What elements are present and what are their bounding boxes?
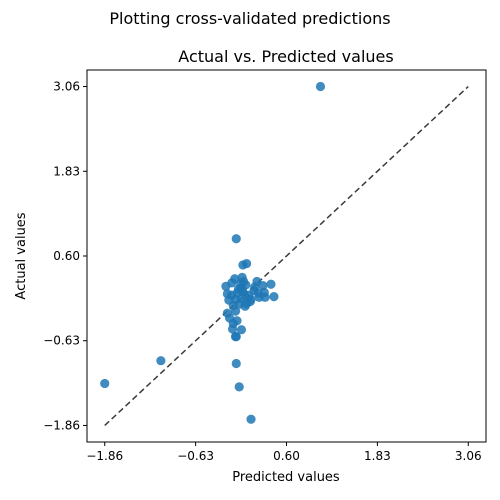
scatter-point xyxy=(156,356,166,366)
scatter-point xyxy=(231,234,241,244)
x-tick-label: 3.06 xyxy=(455,449,482,463)
x-tick-label: 1.83 xyxy=(364,449,391,463)
scatter-point xyxy=(238,260,248,270)
axis-ticks: −1.86 −0.63 0.60 1.83 3.06 −1.86 −0.63 0.60 1.83… xyxy=(43,80,481,463)
y-tick-label: −0.63 xyxy=(43,334,80,348)
x-axis-label: Predicted values xyxy=(232,470,340,485)
scatter-point xyxy=(227,278,237,288)
scatter-point xyxy=(231,332,241,342)
scatter-point xyxy=(260,292,270,302)
chart-title: Actual vs. Predicted values xyxy=(178,47,393,66)
y-tick-label: 1.83 xyxy=(53,164,80,178)
plot-area xyxy=(100,81,469,427)
y-axis-label: Actual values xyxy=(14,212,29,299)
scatter-point xyxy=(242,298,252,309)
scatter-point xyxy=(250,282,260,292)
x-tick-label: −0.63 xyxy=(177,449,214,463)
y-tick-label: −1.86 xyxy=(43,418,80,432)
y-tick-label: 3.06 xyxy=(53,80,80,94)
y-tick-label: 0.60 xyxy=(53,249,80,263)
identity-reference-line xyxy=(104,85,469,427)
scatter-point xyxy=(230,306,241,316)
scatter-point xyxy=(236,325,247,335)
scatter-point xyxy=(246,414,256,424)
scatter-point xyxy=(315,81,326,92)
scatter-point xyxy=(234,382,244,392)
scatter-point xyxy=(269,292,279,302)
x-tick-label: −1.86 xyxy=(86,449,123,463)
figure-suptitle: Plotting cross-validated predictions xyxy=(109,9,390,28)
scatter-point xyxy=(100,378,110,389)
scatter-point xyxy=(228,318,238,329)
scatter-point xyxy=(231,358,241,369)
scatter-point xyxy=(236,278,246,289)
scatter-point xyxy=(266,279,276,289)
x-tick-label: 0.60 xyxy=(273,449,300,463)
